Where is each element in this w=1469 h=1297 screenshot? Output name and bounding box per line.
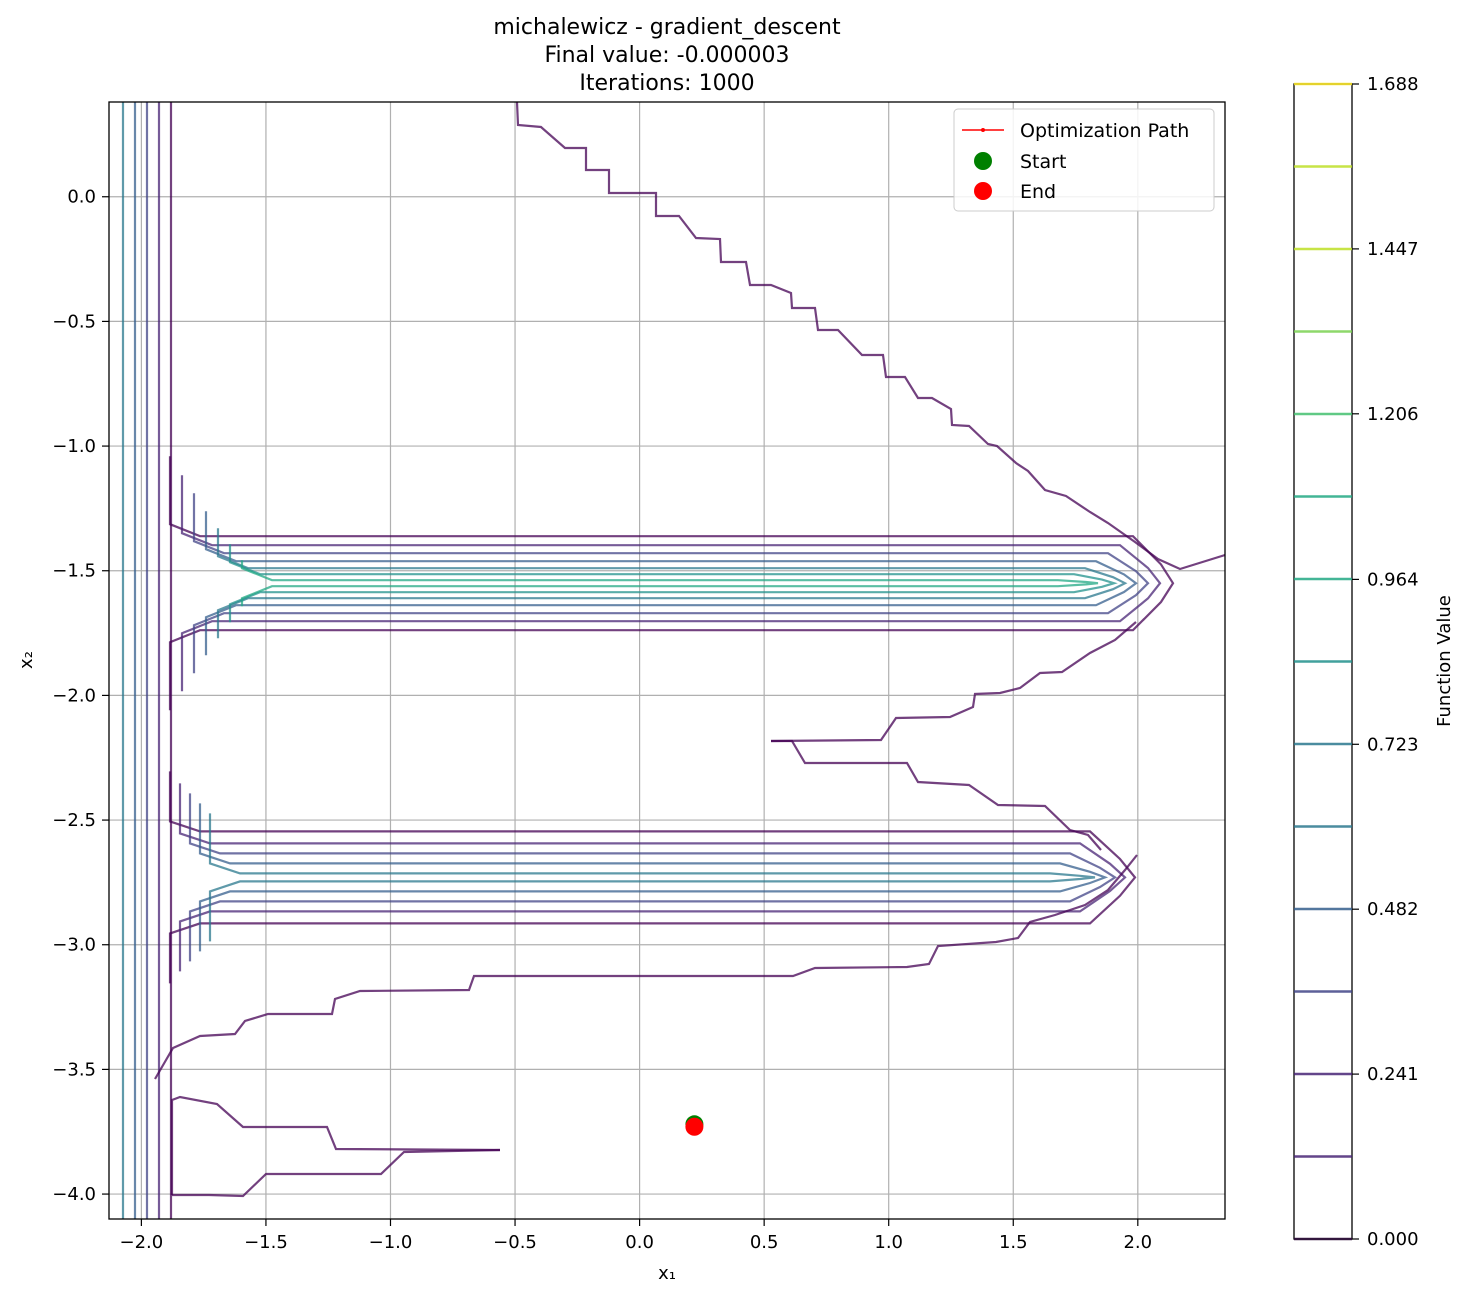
plot-frame [108, 101, 1226, 1220]
chart-title-line-3: Iterations: 1000 [579, 71, 754, 96]
colorbar: 0.000 0.241 0.482 0.723 0.964 1.206 1.447 1.688… [1293, 74, 1455, 1250]
contour-line [192, 493, 1150, 674]
colorbar-tick-label: 0.482 [1367, 899, 1419, 920]
colorbar-level-lines [1294, 82, 1352, 1241]
y-tick-label: −3.0 [52, 935, 96, 956]
colorbar-tick-label: 0.723 [1367, 734, 1419, 755]
legend-box [953, 108, 1215, 212]
legend: Optimization Path Start End [953, 108, 1215, 212]
colorbar-tick-label: 0.000 [1367, 1229, 1419, 1250]
y-tick-label: −4.0 [52, 1184, 96, 1205]
contour-line [770, 621, 1137, 743]
contour-line [168, 456, 1175, 711]
contour-line [172, 1148, 501, 1198]
x-tick-label: −1.5 [244, 1232, 288, 1253]
legend-path-dot-icon [981, 128, 985, 132]
contour-line [154, 854, 1138, 1080]
path-markers [685, 1115, 704, 1136]
contour-line [208, 813, 1096, 942]
legend-label-start: Start [1020, 151, 1066, 173]
contour-line [188, 793, 1118, 962]
contour-line [204, 511, 1138, 656]
y-tick-label: −3.5 [52, 1059, 96, 1080]
legend-start-marker-icon [974, 152, 992, 170]
colorbar-tick-label: 0.241 [1367, 1064, 1419, 1085]
y-tick-label: −1.5 [52, 561, 96, 582]
legend-label-path: Optimization Path [1020, 120, 1189, 142]
contour-line [515, 102, 1225, 571]
x-tick-label: 1.5 [999, 1232, 1028, 1253]
x-tick-label: 1.0 [874, 1232, 903, 1253]
contour-line [180, 475, 1162, 692]
x-tick-label: −2.0 [120, 1232, 164, 1253]
contour-line [771, 739, 1102, 851]
contour-line [228, 544, 1118, 623]
chart-title-line-2: Final value: -0.000003 [544, 43, 789, 68]
contour-line [216, 528, 1128, 639]
legend-end-marker-icon [974, 182, 992, 200]
end-marker [685, 1117, 704, 1136]
y-tick-label: −2.5 [52, 810, 96, 831]
contour-line [198, 803, 1109, 952]
x-tick-label: 0.5 [750, 1232, 779, 1253]
y-axis-ticks: 0.0 −0.5 −1.0 −1.5 −2.0 −2.5 −3.0 −3.5 −4.0 [52, 187, 109, 1205]
contour-line [170, 1095, 501, 1195]
x-tick-label: 2.0 [1123, 1232, 1152, 1253]
y-tick-label: −1.0 [52, 436, 96, 457]
colorbar-ticks: 0.000 0.241 0.482 0.723 0.964 1.206 1.447 1.688 [1352, 74, 1419, 1250]
x-axis-label: x₁ [658, 1263, 676, 1284]
x-tick-label: −1.0 [369, 1232, 413, 1253]
y-tick-label: −0.5 [52, 311, 96, 332]
contour-line [240, 560, 1099, 607]
colorbar-tick-label: 1.206 [1367, 404, 1419, 425]
chart-title-line-1: michalewicz - gradient_descent [493, 15, 841, 40]
grid-lines [109, 102, 1225, 1219]
x-tick-label: −0.5 [493, 1232, 537, 1253]
colorbar-tick-label: 0.964 [1367, 569, 1419, 590]
x-axis-ticks: −2.0 −1.5 −1.0 −0.5 0.0 0.5 1.0 1.5 2.0 [120, 1219, 1152, 1253]
x-tick-label: 0.0 [625, 1232, 654, 1253]
colorbar-tick-label: 1.688 [1367, 74, 1419, 95]
y-tick-label: 0.0 [67, 187, 96, 208]
contour-line [168, 771, 1137, 984]
contour-lines [121, 102, 1225, 1219]
colorbar-tick-label: 1.447 [1367, 239, 1419, 260]
colorbar-label: Function Value [1434, 595, 1455, 727]
legend-label-end: End [1020, 181, 1056, 203]
y-axis-label: x₂ [16, 651, 37, 669]
y-tick-label: −2.0 [52, 685, 96, 706]
